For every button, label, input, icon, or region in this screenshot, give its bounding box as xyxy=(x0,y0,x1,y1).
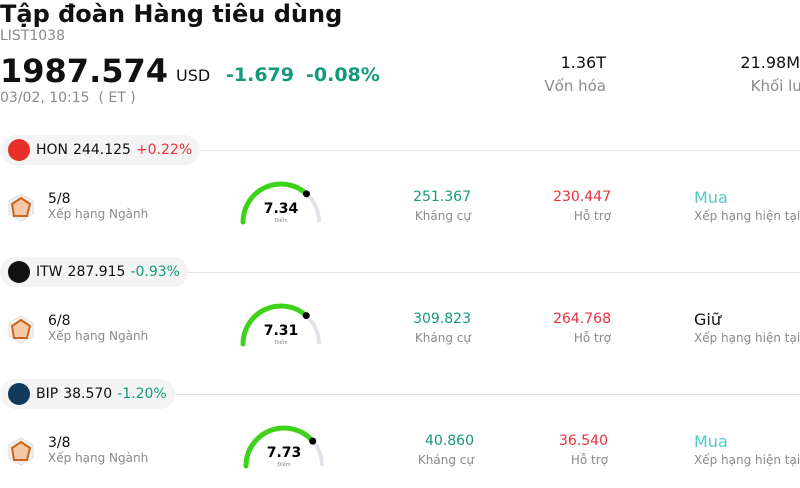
stat-value: 21.98M xyxy=(740,53,800,72)
change-pct: -0.08% xyxy=(306,64,380,86)
logo xyxy=(8,383,30,405)
stock-price: 287.915 xyxy=(67,264,126,280)
logo xyxy=(8,139,30,161)
stock-price: 38.570 xyxy=(63,386,113,402)
support-label: Hỗ trợ xyxy=(573,209,611,223)
gauge-fill xyxy=(240,181,309,225)
change: -1.679 xyxy=(226,64,294,86)
code: LIST1038 xyxy=(0,28,65,44)
stat-label: Khối lượng xyxy=(750,77,800,95)
stock-chip[interactable]: BIP 38.570 -1.20% xyxy=(0,379,175,409)
rank: 6/8 xyxy=(48,313,71,329)
support: 36.540 xyxy=(559,433,608,449)
score-label: Điểm xyxy=(277,461,290,468)
resistance-label: Kháng cự xyxy=(417,453,474,467)
stock-change: +0.22% xyxy=(135,142,193,158)
stock-change: -0.93% xyxy=(130,264,180,280)
rank: 5/8 xyxy=(48,191,71,207)
radar xyxy=(10,318,32,339)
rating-label: Xếp hạng hiện tại xyxy=(694,331,800,345)
gauge-dot xyxy=(309,437,317,445)
rating: Mua xyxy=(694,432,728,451)
score: 7.73 xyxy=(267,445,302,461)
stock-price: 244.125 xyxy=(73,142,131,158)
separator xyxy=(187,272,800,273)
radar xyxy=(10,196,32,217)
resistance-label: Kháng cự xyxy=(414,209,471,223)
score-label: Điểm xyxy=(274,217,287,224)
rank-icon xyxy=(8,193,34,222)
separator xyxy=(200,150,800,151)
stat-label: Vốn hóa xyxy=(544,77,606,95)
rank-label: Xếp hạng Ngành xyxy=(48,451,149,465)
ticker: HON xyxy=(36,142,69,158)
resistance: 251.367 xyxy=(413,189,471,205)
title: Tập đoàn Hàng tiêu dùng xyxy=(0,0,343,28)
resistance: 309.823 xyxy=(413,311,471,327)
rating: Mua xyxy=(694,188,728,207)
support-label: Hỗ trợ xyxy=(573,331,611,345)
ticker: BIP xyxy=(36,386,59,402)
price: 1987.574 xyxy=(0,52,169,90)
rank-icon xyxy=(8,437,34,466)
rating-label: Xếp hạng hiện tại xyxy=(694,209,800,223)
ticker: ITW xyxy=(36,264,63,280)
stock-chip[interactable]: HON 244.125 +0.22% xyxy=(0,135,201,165)
resistance-label: Kháng cự xyxy=(414,331,471,345)
stock-change: -1.20% xyxy=(117,386,167,402)
support: 264.768 xyxy=(553,311,611,327)
resistance: 40.860 xyxy=(425,433,474,449)
rank-label: Xếp hạng Ngành xyxy=(48,207,149,221)
gauge-fill xyxy=(240,303,309,347)
score-label: Điểm xyxy=(274,339,287,346)
score: 7.31 xyxy=(264,323,299,339)
separator xyxy=(174,394,800,395)
time: 03/02, 10:15 ( ET ) xyxy=(0,90,136,106)
support: 230.447 xyxy=(553,189,611,205)
gauge-dot xyxy=(302,312,310,320)
stock-chip[interactable]: ITW 287.915 -0.93% xyxy=(0,257,188,287)
support-label: Hỗ trợ xyxy=(570,453,608,467)
rating-label: Xếp hạng hiện tại xyxy=(694,453,800,467)
rank: 3/8 xyxy=(48,435,71,451)
rank-icon xyxy=(8,315,34,344)
rank-label: Xếp hạng Ngành xyxy=(48,329,149,343)
gauge-fill xyxy=(243,425,316,469)
gauge-dot xyxy=(302,190,310,198)
rating: Giữ xyxy=(694,310,721,329)
currency: USD xyxy=(176,66,211,85)
stat-value: 1.36T xyxy=(560,53,606,72)
score: 7.34 xyxy=(264,201,299,217)
radar xyxy=(10,440,32,461)
logo xyxy=(8,261,30,283)
